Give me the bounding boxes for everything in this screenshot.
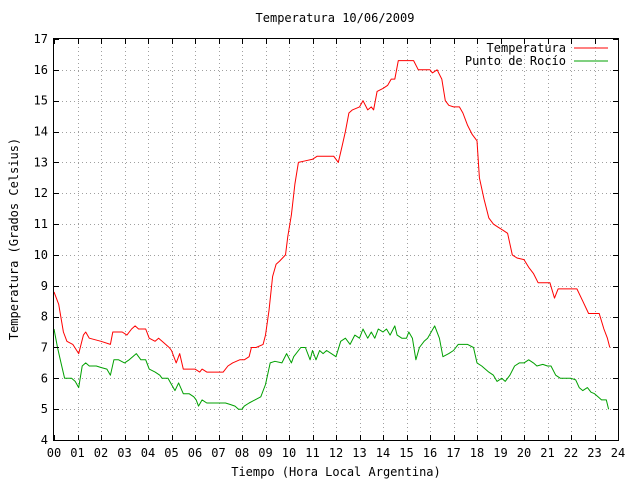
y-tick-label: 5: [41, 402, 48, 416]
series-line-temperatura: [53, 60, 611, 373]
y-tick-label: 6: [41, 371, 48, 385]
x-tick-label: 06: [188, 446, 202, 460]
y-tick-labels: 4 5 6 7 8 9 10 11 12 13 14 15 16 17: [34, 32, 48, 447]
y-tick-label: 8: [41, 310, 48, 324]
y-tick-label: 13: [34, 155, 48, 169]
y-tick-label: 12: [34, 186, 48, 200]
x-tick-label: 20: [517, 446, 531, 460]
y-tick-label: 10: [34, 248, 48, 262]
y-tick-label: 4: [41, 433, 48, 447]
y-tick-label: 9: [41, 279, 48, 293]
x-tick-label: 17: [446, 446, 460, 460]
x-tick-label: 23: [587, 446, 601, 460]
chart-title: Temperatura 10/06/2009: [256, 11, 415, 25]
x-tick-label: 04: [141, 446, 155, 460]
x-tick-label: 15: [399, 446, 413, 460]
legend-label-temperatura: Temperatura: [487, 41, 566, 55]
y-tick-label: 16: [34, 63, 48, 77]
x-tick-labels: 00 01 02 03 04 05 06 07 08 09 10 11 12 13 14 15 16 17 18 19…: [47, 446, 625, 460]
series-lines: [53, 60, 611, 410]
y-tick-label: 11: [34, 217, 48, 231]
y-tick-label: 15: [34, 94, 48, 108]
y-tick-label: 17: [34, 32, 48, 46]
x-tick-label: 19: [493, 446, 507, 460]
x-tick-label: 13: [352, 446, 366, 460]
x-tick-label: 21: [540, 446, 554, 460]
series-line-punto-de-rocio: [53, 325, 610, 410]
x-tick-label: 11: [305, 446, 319, 460]
legend: Temperatura Punto de Rocío: [465, 41, 608, 68]
x-tick-label: 10: [282, 446, 296, 460]
x-tick-label: 22: [564, 446, 578, 460]
x-tick-label: 08: [235, 446, 249, 460]
x-tick-label: 00: [47, 446, 61, 460]
x-tick-label: 01: [70, 446, 84, 460]
legend-label-punto-de-rocio: Punto de Rocío: [465, 54, 566, 68]
x-tick-label: 02: [94, 446, 108, 460]
axis-ticks: [54, 39, 619, 441]
grid: [54, 39, 618, 440]
x-tick-label: 09: [258, 446, 272, 460]
x-tick-label: 16: [423, 446, 437, 460]
y-tick-label: 7: [41, 340, 48, 354]
y-tick-label: 14: [34, 125, 48, 139]
x-tick-label: 18: [470, 446, 484, 460]
x-tick-label: 07: [211, 446, 225, 460]
x-tick-label: 05: [164, 446, 178, 460]
x-tick-label: 14: [376, 446, 390, 460]
x-tick-label: 12: [329, 446, 343, 460]
x-axis-label: Tiempo (Hora Local Argentina): [231, 465, 441, 479]
x-tick-label: 03: [117, 446, 131, 460]
plot-frame: [53, 38, 619, 441]
y-axis-label: Temperatura (Grados Celsius): [7, 138, 21, 340]
x-tick-label: 24: [611, 446, 625, 460]
